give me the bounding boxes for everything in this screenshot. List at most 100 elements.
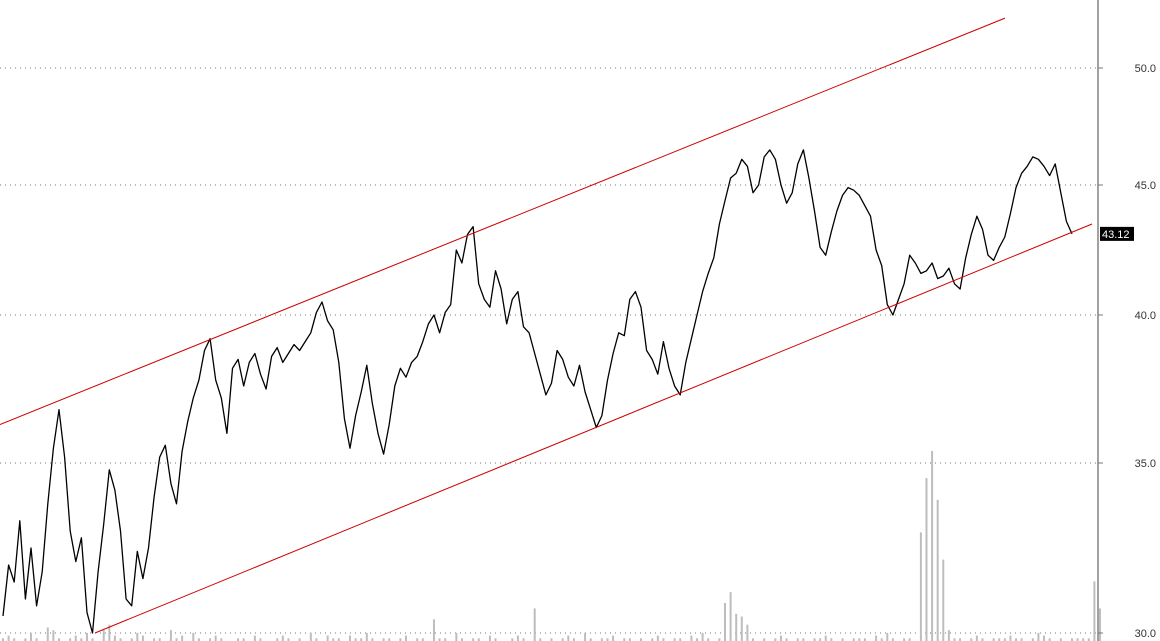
volume-bar [108,624,111,641]
volume-bar [729,592,732,641]
volume-bar [141,635,144,641]
volume-bar [925,478,928,641]
volume-bar [942,559,945,641]
volume-bar [947,630,950,641]
volume-bar [192,632,195,641]
volume-bar [589,638,592,641]
y-tick-label: 45.0 [1135,180,1156,192]
volume-bar [1037,632,1040,641]
volume-bar [197,638,200,641]
volume-bar [612,635,615,641]
volume-bar [298,638,301,641]
volume-bar [1009,635,1012,641]
volume-bar [936,499,939,641]
volume-bar [360,638,363,641]
volume-bar [1043,635,1046,641]
volume-bar [404,635,407,641]
grid-lines [0,67,1098,634]
volume-bar [584,632,587,641]
volume-bar [651,638,654,641]
volume-bar [992,638,995,641]
volume-bar [740,616,743,641]
volume-bar [561,638,564,641]
volume-bar [718,638,721,641]
volume-bar [175,638,178,641]
volume-bar [735,613,738,641]
volume-bar [315,638,318,641]
volume-bar [824,635,827,641]
volume-bar [477,638,480,641]
y-axis-tick-labels: 30.0 35.0 40.0 45.0 50.0 [1098,63,1156,640]
volume-bar [1098,608,1101,641]
volume-bar [673,638,676,641]
last-price-label: 43.12 [1102,229,1130,241]
volume-bar [891,638,894,641]
volume-bar [606,638,609,641]
volume-bar [169,630,172,641]
volume-bar [880,638,883,641]
volume-bar [2,638,4,641]
volume-bar [242,638,245,641]
volume-bar [1076,638,1079,641]
volume-bar [130,638,133,641]
volume-bar [970,638,973,641]
volume-bar [998,638,1001,641]
volume-bar [567,635,570,641]
volume-bar [102,630,105,641]
volume-bar [35,638,38,641]
channel-line [0,17,1006,425]
volume-bar [438,638,441,641]
volume-bar [690,635,693,641]
volume-bar [1071,638,1073,641]
volume-bar [349,635,352,641]
volume-bar [959,638,962,641]
y-tick-label: 35.0 [1135,458,1156,470]
volume-bar [919,532,922,641]
channel-lines [0,17,1093,634]
volume-bar [365,632,368,641]
volume-bar [472,638,475,641]
volume-bar [57,638,60,641]
volume-bar [623,638,626,641]
volume-bar [85,632,88,641]
volume-bar [1015,638,1018,641]
volume-bar [1082,638,1085,641]
volume-bar [281,635,284,641]
volume-bar [494,638,497,641]
volume-bar [903,638,906,641]
volume-bar [640,638,643,641]
y-tick-label: 40.0 [1135,310,1156,322]
volume-bar [24,638,27,641]
volume-bar [875,635,878,641]
channel-line [94,223,1093,634]
volume-bars [2,451,1101,641]
volume-bar [416,638,419,641]
volume-bar [696,638,699,641]
volume-bar [841,638,844,641]
volume-bar [975,635,978,641]
volume-bar [931,451,934,641]
volume-bar [80,638,83,641]
volume-bar [119,638,122,641]
volume-bar [455,632,458,641]
volume-bar [399,638,402,641]
last-price-tag-box [1100,226,1134,241]
volume-bar [69,638,72,641]
volume-bar [662,638,665,641]
volume-bar [13,638,16,641]
volume-bar [981,638,984,641]
volume-bar [539,638,542,641]
volume-bar [572,638,575,641]
y-tick-label: 50.0 [1135,63,1156,75]
volume-bar [852,638,855,641]
volume-bar [214,635,217,641]
volume-bar [332,638,335,641]
volume-bar [337,638,340,641]
volume-bar [516,635,519,641]
volume-bar [153,638,156,641]
price-series [2,149,1073,634]
volume-bar [388,638,391,641]
volume-bar [886,632,889,641]
volume-bar [382,638,385,641]
